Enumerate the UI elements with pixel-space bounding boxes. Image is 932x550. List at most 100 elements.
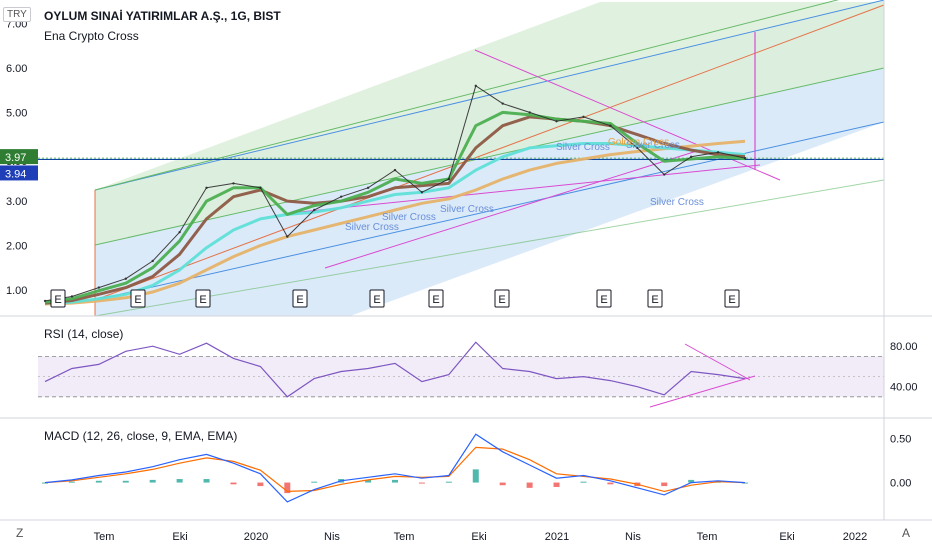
- macd-histogram-bar: [526, 482, 533, 488]
- data-point: [555, 120, 558, 123]
- earnings-marker: [369, 289, 385, 308]
- earnings-marker: [596, 289, 612, 308]
- macd-histogram-bar: [122, 480, 129, 483]
- time-axis-label: Tem: [697, 531, 718, 543]
- cross-label: Silver Cross: [440, 204, 494, 215]
- rsi-line: [44, 341, 746, 398]
- data-point: [97, 286, 101, 289]
- earnings-marker-label: E: [54, 294, 61, 306]
- page-title: OYLUM SINAİ YATIRIMLAR A.Ş., 1G, BIST: [44, 9, 281, 23]
- earnings-marker: [428, 289, 444, 308]
- cross-label: Silver Cross: [382, 212, 436, 223]
- macd-histogram-bar: [230, 482, 237, 485]
- earnings-marker-label: E: [728, 294, 735, 306]
- macd-histogram-bar: [661, 482, 668, 487]
- data-point: [663, 173, 666, 176]
- trendline-base: [299, 164, 761, 213]
- data-point: [636, 146, 639, 150]
- trendline-up: [324, 149, 701, 269]
- rsi-label[interactable]: RSI (14, close): [44, 327, 124, 341]
- rsi-trendline-down: [684, 343, 751, 381]
- macd-histogram-bar: [95, 480, 102, 483]
- rsi-trendline-up: [649, 375, 756, 408]
- time-axis-label: Eki: [172, 531, 187, 543]
- cross-label: Silver Cross: [345, 222, 399, 233]
- price-tick-label: 6.00: [6, 63, 27, 75]
- data-point: [743, 156, 747, 160]
- macd-tick-label: 0.00: [890, 478, 911, 490]
- series-line-cyan-ma: [44, 142, 746, 305]
- macd-histogram-bar: [688, 479, 695, 483]
- time-axis-label: Eki: [779, 531, 794, 543]
- earnings-marker-label: E: [498, 294, 505, 306]
- cross-label: Silver Cross: [650, 197, 704, 208]
- data-point: [447, 177, 451, 181]
- time-axis-label: Tem: [94, 531, 115, 543]
- time-axis-label: 2020: [244, 531, 268, 543]
- macd-histogram-bar: [42, 482, 48, 484]
- data-point: [205, 186, 208, 190]
- earnings-marker-label: E: [199, 294, 206, 306]
- data-point: [528, 111, 531, 114]
- earnings-marker-label: E: [296, 294, 303, 306]
- macd-histogram-bar: [472, 469, 479, 483]
- macd-histogram-bar: [580, 481, 587, 483]
- macd-line: [44, 433, 746, 503]
- data-point: [259, 186, 262, 190]
- channel-inner-fill: [95, 2, 884, 245]
- earnings-marker: [724, 289, 740, 308]
- macd-histogram-bar: [499, 482, 506, 486]
- macd-histogram-bar: [176, 479, 183, 483]
- current-price-label-a: 3.97: [5, 152, 26, 164]
- current-price-label-b: 3.94: [5, 168, 26, 180]
- earnings-marker: [647, 289, 663, 308]
- series-line-fast-ma: [44, 110, 746, 304]
- time-axis-label: 2021: [545, 531, 569, 543]
- auto-scale-button[interactable]: A: [902, 526, 911, 540]
- rsi-tick-label: 40.00: [890, 382, 918, 394]
- cross-label: Silver Cross: [626, 140, 680, 151]
- earnings-marker-label: E: [134, 294, 141, 306]
- channel-mid-upper-line: [94, 67, 885, 246]
- data-point: [286, 235, 289, 238]
- earnings-marker: [50, 289, 66, 308]
- data-point: [474, 84, 477, 88]
- earnings-marker: [195, 289, 211, 308]
- macd-histogram-bar: [365, 479, 372, 483]
- timezone-button[interactable]: Z: [16, 526, 24, 540]
- data-point: [420, 191, 424, 194]
- current-price-badge-a: [0, 149, 38, 165]
- price-tick-label: 3.00: [6, 196, 27, 208]
- earnings-marker-label: E: [373, 294, 380, 306]
- macd-histogram-bar: [742, 482, 748, 484]
- channel-lower-green-line: [94, 179, 885, 317]
- data-point: [70, 295, 74, 298]
- time-axis-label: Nis: [324, 531, 340, 543]
- time-axis-label: 2022: [843, 531, 867, 543]
- macd-histogram-bar: [418, 482, 425, 484]
- data-point: [689, 155, 693, 158]
- data-point: [393, 168, 397, 172]
- data-point: [124, 277, 127, 280]
- data-point: [366, 186, 370, 190]
- price-tick-label: 2.00: [6, 240, 27, 252]
- cross-label: Silver Cross: [556, 142, 610, 153]
- data-point: [151, 259, 154, 263]
- earnings-marker-label: E: [651, 294, 658, 306]
- macd-histogram-bar: [203, 479, 210, 483]
- time-axis-label: Nis: [625, 531, 641, 543]
- price-tick-label: 1.00: [6, 285, 27, 297]
- data-point: [609, 124, 612, 127]
- macd-label[interactable]: MACD (12, 26, close, 9, EMA, EMA): [44, 429, 238, 443]
- indicator-name[interactable]: Ena Crypto Cross: [44, 29, 139, 43]
- macd-histogram-bar: [257, 482, 264, 487]
- macd-histogram-bar: [607, 482, 614, 485]
- channel-lower-line: [94, 121, 885, 301]
- currency-badge[interactable]: TRY: [3, 7, 31, 22]
- time-axis-label: Tem: [394, 531, 415, 543]
- macd-signal-line: [44, 446, 746, 493]
- macd-histogram-bar: [445, 481, 452, 483]
- current-price-badge-b: [0, 165, 38, 181]
- rsi-tick-label: 80.00: [890, 341, 918, 353]
